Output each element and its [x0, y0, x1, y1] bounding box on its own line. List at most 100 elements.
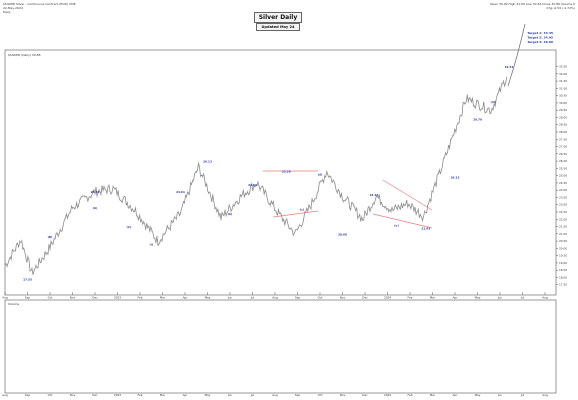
- x-tick-label: Oct: [318, 296, 324, 300]
- wave-label: 24.30: [91, 190, 100, 194]
- y-tick-label: 21.50: [559, 225, 567, 229]
- header-line-1: $SILVER Silver - Continuous Contract (EO…: [3, 2, 76, 6]
- price-panel-label: $SILVER (Daily) 30.86: [8, 53, 41, 57]
- volume-x-tick-label: Jul: [250, 393, 255, 397]
- y-tick-label: 22.00: [559, 217, 567, 221]
- x-tick-label: Dec: [362, 296, 368, 300]
- wave-label: (iii): [491, 100, 497, 104]
- volume-x-tick-label: May: [475, 393, 481, 397]
- wave-label: (c): [300, 208, 305, 212]
- volume-x-tick-label: Sep: [25, 393, 30, 397]
- x-tick-label: Sep: [295, 296, 300, 300]
- y-tick-label: 20.50: [559, 239, 567, 243]
- y-tick-label: 20.00: [559, 246, 567, 250]
- trendline-lower-1: [272, 210, 319, 218]
- x-tick-label: Jul: [520, 296, 525, 300]
- wave-label: (e): [394, 224, 399, 228]
- projection-arc: [507, 23, 526, 87]
- change-readout: Chg -0.54 (-1.72%): [546, 6, 575, 10]
- x-tick-label: Aug: [272, 296, 278, 300]
- x-tick-label: Sep: [25, 296, 30, 300]
- volume-x-tick-label: Jun: [227, 393, 233, 397]
- x-tick-label: 2024: [384, 296, 391, 300]
- x-tick-label: Jun: [227, 296, 233, 300]
- volume-x-tick-label: Feb: [138, 393, 143, 397]
- y-tick-label: 31.50: [559, 79, 567, 83]
- target-label: Target 1: 33.45: [527, 31, 553, 35]
- wave-label: (b): [228, 212, 233, 216]
- x-tick-label: May: [475, 296, 481, 300]
- x-tick-label: Apr: [183, 296, 189, 300]
- y-tick-label: 24.00: [559, 188, 567, 192]
- y-tick-label: 18.00: [559, 275, 567, 279]
- volume-x-tick-label: Aug: [2, 393, 8, 397]
- wave-label: 24.94: [248, 183, 257, 187]
- y-tick-label: 29.00: [559, 115, 567, 119]
- y-tick-label: 25.50: [559, 166, 567, 170]
- wave-label: 17.55: [23, 277, 32, 281]
- wave-label: (2): [126, 225, 131, 229]
- y-tick-label: 25.00: [559, 174, 567, 178]
- trendline-upper-2: [382, 179, 433, 211]
- y-tick-label: 22.50: [559, 210, 567, 214]
- x-tick-label: Dec: [92, 296, 98, 300]
- y-tick-label: 30.00: [559, 101, 567, 105]
- volume-x-tick-label: Nov: [340, 393, 346, 397]
- volume-x-tick-label: Oct: [48, 393, 54, 397]
- volume-x-tick-label: Nov: [70, 393, 76, 397]
- wave-label: 26.13: [203, 160, 212, 164]
- y-tick-label: 24.50: [559, 181, 567, 185]
- wave-label: 21.93: [421, 226, 430, 230]
- wave-label: 24.61: [176, 190, 185, 194]
- x-tick-label: Mar: [430, 296, 436, 300]
- y-tick-label: 31.00: [559, 86, 567, 90]
- x-tick-label: Jun: [497, 296, 503, 300]
- x-tick-label: Oct: [48, 296, 54, 300]
- header-line-2: 22-May-2024: [3, 6, 23, 10]
- price-line: [4, 76, 508, 275]
- wave-label: (A): [93, 206, 98, 210]
- y-tick-label: 21.00: [559, 232, 567, 236]
- x-tick-label: Jul: [250, 296, 255, 300]
- y-tick-label: 26.50: [559, 152, 567, 156]
- volume-x-tick-label: Jul: [520, 393, 525, 397]
- price-series: [4, 76, 508, 275]
- y-tick-label: 18.50: [559, 268, 567, 272]
- wave-label: 26.13: [451, 176, 460, 180]
- wave-label: 32.51: [505, 65, 514, 69]
- chart-header-right: Open 30.99 High 31.69 Low 30.46 Close 30…: [490, 2, 575, 10]
- y-tick-label: 26.00: [559, 159, 567, 163]
- volume-x-tick-label: Dec: [92, 393, 98, 397]
- wave-label: 29.79: [473, 117, 482, 121]
- y-tick-label: 28.00: [559, 130, 567, 134]
- axes-layer: Aug Aug Sep Sep Oct Oct Nov Nov Dec Dec 2023 2023 Fe…: [2, 65, 567, 397]
- y-tick-label: 32.50: [559, 65, 567, 69]
- volume-x-tick-label: Apr: [453, 393, 459, 397]
- y-tick-label: 27.00: [559, 145, 567, 149]
- volume-x-tick-label: Aug: [272, 393, 278, 397]
- y-tick-label: 23.00: [559, 203, 567, 207]
- volume-x-tick-label: 2023: [114, 393, 121, 397]
- y-tick-label: 30.50: [559, 94, 567, 98]
- wave-label: 20.68: [338, 232, 347, 236]
- volume-x-tick-label: Apr: [183, 393, 189, 397]
- target-label: Target 2: 34.95: [527, 36, 553, 40]
- volume-x-tick-label: Feb: [408, 393, 413, 397]
- x-tick-label: Feb: [138, 296, 143, 300]
- chart-header-left: $SILVER Silver - Continuous Contract (EO…: [3, 2, 76, 14]
- volume-x-tick-label: May: [205, 393, 211, 397]
- wave-labels: 17.55 (B) 24.30 (A) (2) (i) 24.61 26.13 (b) 24.94…: [23, 65, 513, 281]
- y-tick-label: 17.50: [559, 283, 567, 287]
- chart-subtitle: Updated May 24: [256, 23, 300, 31]
- volume-panel-frame: [4, 299, 557, 394]
- volume-x-tick-label: Mar: [160, 393, 166, 397]
- y-tick-label: 19.00: [559, 261, 567, 265]
- x-tick-label: May: [205, 296, 211, 300]
- y-tick-label: 27.50: [559, 137, 567, 141]
- price-panel-frame: [4, 49, 557, 296]
- wave-label: (i): [149, 242, 153, 246]
- y-tick-label: 29.50: [559, 108, 567, 112]
- volume-x-tick-label: Oct: [318, 393, 324, 397]
